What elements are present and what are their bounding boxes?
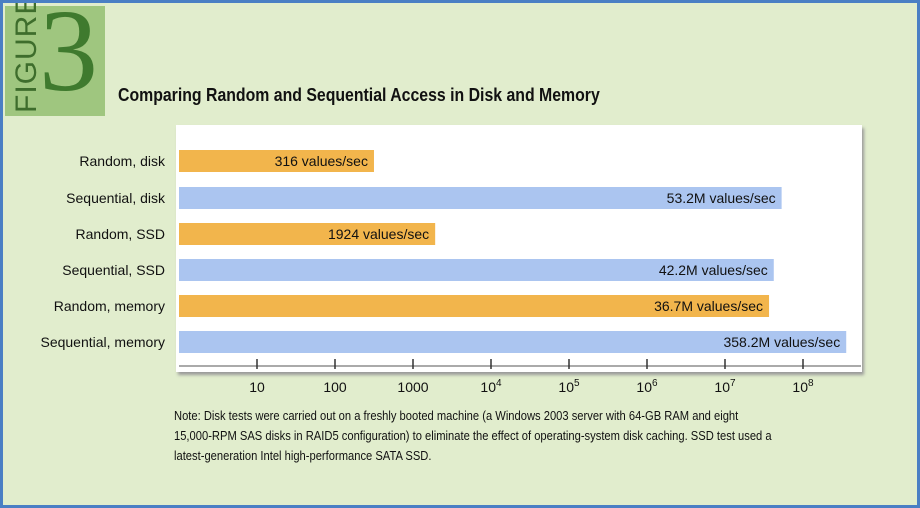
category-label: Random, SSD bbox=[76, 226, 165, 242]
x-tick-label: 106 bbox=[636, 378, 658, 395]
x-tick-label: 104 bbox=[480, 378, 502, 395]
x-tick-label: 108 bbox=[792, 378, 814, 395]
bar bbox=[179, 223, 436, 245]
category-label: Sequential, memory bbox=[40, 334, 165, 350]
chart-title: Comparing Random and Sequential Access i… bbox=[118, 85, 600, 105]
data-label: 36.7M values/sec bbox=[654, 298, 763, 314]
x-tick-label: 1000 bbox=[397, 379, 428, 395]
bar bbox=[179, 150, 374, 172]
bar bbox=[179, 331, 847, 353]
data-label: 358.2M values/sec bbox=[723, 334, 840, 350]
bar bbox=[179, 295, 770, 317]
bar bbox=[179, 259, 774, 281]
x-tick-label: 100 bbox=[323, 379, 347, 395]
data-label: 42.2M values/sec bbox=[659, 262, 768, 278]
data-label: 316 values/sec bbox=[275, 153, 368, 169]
x-tick-label: 10 bbox=[249, 379, 265, 395]
category-label: Random, disk bbox=[79, 153, 166, 169]
chart-note: Note: Disk tests were carried out on a f… bbox=[174, 408, 772, 463]
bar bbox=[179, 187, 782, 209]
category-label: Sequential, disk bbox=[66, 190, 166, 206]
data-label: 53.2M values/sec bbox=[667, 190, 776, 206]
figure-badge: FIGURE 3 bbox=[5, 3, 105, 116]
x-tick-label: 107 bbox=[714, 378, 736, 395]
category-label: Random, memory bbox=[54, 298, 165, 314]
x-tick-label: 105 bbox=[558, 378, 580, 395]
figure-number: 3 bbox=[39, 0, 98, 116]
bar-chart: Random, disk 316 values/sec Sequential, di… bbox=[40, 150, 861, 395]
category-label: Sequential, SSD bbox=[62, 262, 165, 278]
data-label: 1924 values/sec bbox=[328, 226, 429, 242]
